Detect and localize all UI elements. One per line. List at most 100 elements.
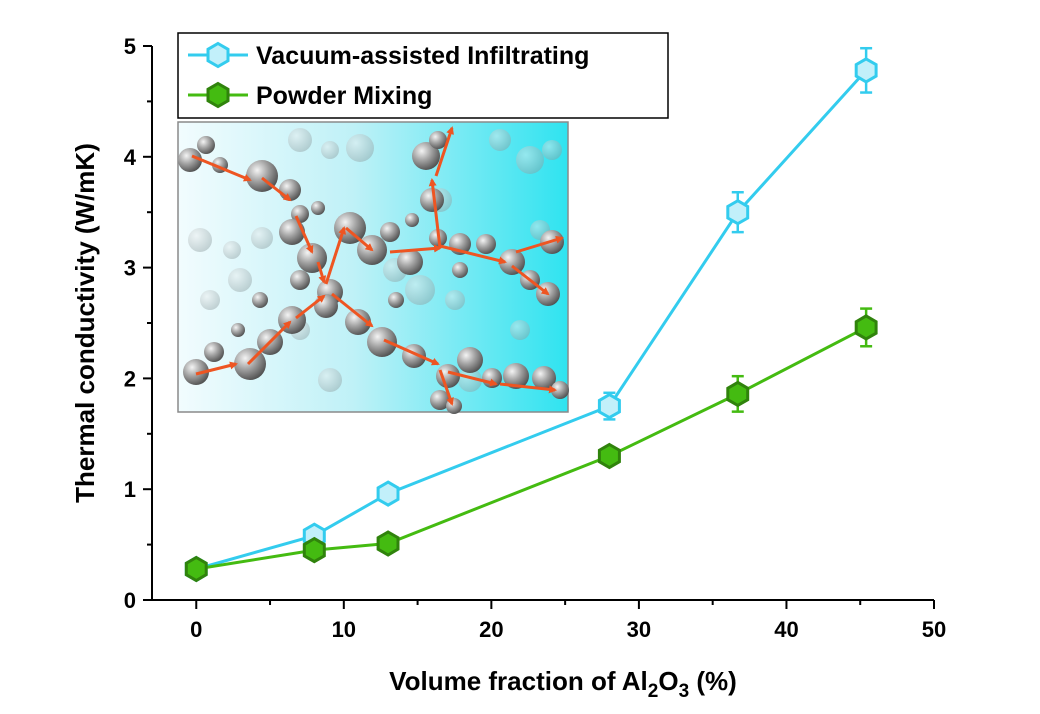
legend-entry-vacuum: Vacuum-assisted Infiltrating	[188, 41, 589, 70]
ghost-sphere	[288, 128, 312, 152]
y-tick-label: 0	[124, 588, 136, 613]
y-tick-label: 2	[124, 366, 136, 391]
sphere	[430, 390, 450, 410]
legend-label-vacuum: Vacuum-assisted Infiltrating	[256, 42, 589, 70]
data-point	[854, 314, 878, 341]
heat-arrow	[246, 320, 292, 366]
x-axis-ticks: 0 10 20 30 40 50	[190, 600, 946, 642]
sphere	[204, 342, 224, 362]
sphere	[452, 262, 468, 278]
sphere	[197, 136, 215, 154]
heat-arrow	[345, 226, 374, 252]
data-point	[376, 480, 400, 507]
sphere	[405, 213, 419, 227]
sphere	[345, 309, 371, 335]
x-tick-label: 30	[627, 617, 651, 642]
sphere	[457, 347, 483, 373]
sphere	[279, 219, 305, 245]
data-point	[854, 57, 878, 84]
ghost-sphere	[458, 368, 482, 392]
sphere	[297, 243, 327, 273]
data-point	[184, 555, 208, 583]
sphere	[367, 327, 397, 357]
sphere	[380, 222, 400, 242]
x-tick-label: 10	[332, 617, 356, 642]
x-tick-label: 20	[479, 617, 503, 642]
y-tick-label: 1	[124, 477, 136, 502]
heat-arrow	[331, 292, 374, 328]
series-layer	[184, 46, 878, 583]
heat-arrow	[295, 294, 326, 320]
inset-illustration	[177, 121, 569, 414]
ghost-sphere	[510, 320, 530, 340]
sphere	[231, 323, 245, 337]
heat-arrow	[324, 226, 346, 285]
data-point	[597, 442, 621, 470]
data-point	[302, 536, 326, 564]
heat-arrow	[316, 261, 327, 284]
ghost-sphere	[346, 134, 374, 162]
series-line	[195, 69, 868, 571]
inset-background-spheres	[188, 128, 562, 392]
ghost-sphere	[489, 129, 511, 151]
legend-box	[177, 32, 669, 119]
heat-arrow	[515, 235, 564, 254]
heat-arrow	[191, 154, 252, 182]
heat-arrow	[434, 126, 454, 177]
sphere	[290, 270, 310, 290]
series-line	[196, 326, 867, 571]
x-axis-title: Volume fraction of Al2O3 (%)	[389, 666, 737, 702]
ghost-sphere	[405, 275, 435, 305]
sphere	[436, 364, 460, 388]
ghost-sphere	[200, 290, 220, 310]
sphere	[311, 201, 325, 215]
y-axis-title: Thermal conductivity (W/mK)	[70, 143, 100, 503]
heat-arrow	[511, 264, 550, 296]
ghost-sphere	[228, 268, 252, 292]
ghost-sphere	[251, 227, 273, 249]
sphere	[412, 142, 440, 170]
ghost-sphere	[318, 368, 342, 392]
heat-arrow	[439, 244, 507, 265]
sphere	[446, 398, 462, 414]
sphere	[279, 179, 301, 201]
y-tick-label: 5	[124, 34, 136, 59]
sphere	[183, 359, 209, 385]
data-point	[726, 380, 750, 408]
heat-arrow	[383, 338, 440, 366]
ghost-sphere	[516, 146, 544, 174]
sphere	[420, 188, 444, 212]
heat-arrow	[428, 178, 442, 249]
ghost-sphere	[445, 290, 465, 310]
sphere	[252, 292, 268, 308]
ghost-sphere	[321, 141, 339, 159]
heat-arrow	[294, 215, 314, 254]
heat-arrow	[389, 244, 442, 254]
sphere	[532, 366, 556, 390]
sphere	[388, 292, 404, 308]
inset-heat-path-arrows	[191, 126, 564, 406]
sphere	[178, 148, 202, 172]
heat-arrow	[438, 369, 454, 406]
ghost-sphere	[542, 140, 562, 160]
heat-arrow	[447, 370, 498, 387]
sphere	[503, 363, 529, 389]
data-point	[597, 392, 621, 420]
sphere	[499, 249, 525, 275]
sphere	[482, 368, 502, 388]
y-tick-label: 3	[124, 256, 136, 281]
legend-entry-powder: Powder Mixing	[188, 81, 432, 110]
legend-label-powder: Powder Mixing	[256, 82, 432, 110]
sphere	[476, 234, 496, 254]
x-tick-label: 50	[922, 617, 946, 642]
ghost-sphere	[223, 241, 241, 259]
sphere	[397, 249, 423, 275]
legend-marker-powder	[206, 81, 230, 109]
x-tick-label: 40	[774, 617, 798, 642]
heat-arrow	[261, 176, 292, 202]
x-tick-label: 0	[190, 617, 202, 642]
y-axis-ticks: 0 1 2 3 4 5	[124, 34, 152, 613]
y-tick-label: 4	[124, 145, 137, 170]
data-point	[726, 198, 750, 226]
